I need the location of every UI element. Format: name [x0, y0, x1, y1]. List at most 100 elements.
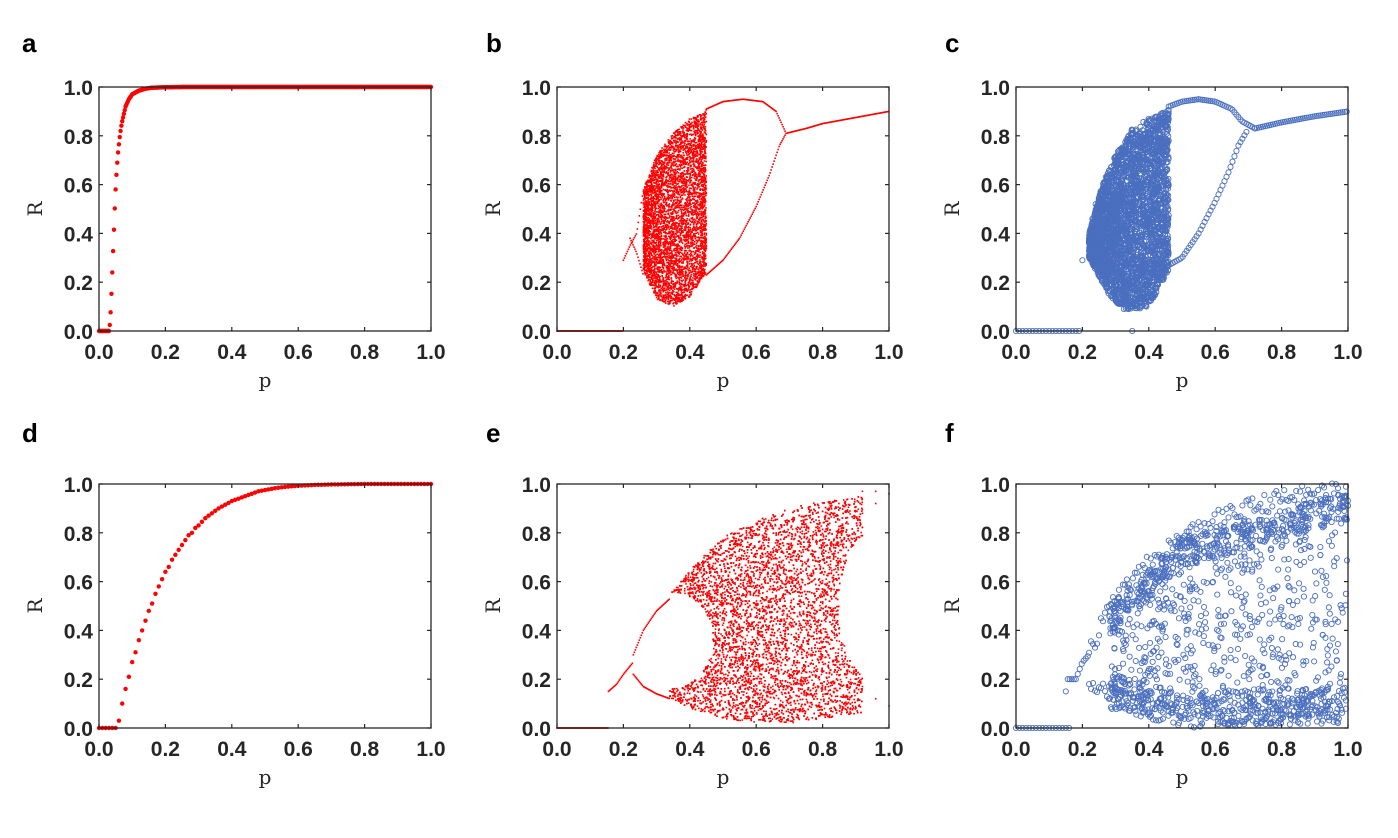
- data-point: [678, 132, 680, 134]
- data-point: [676, 235, 679, 237]
- panel-label-f: f: [945, 418, 954, 448]
- data-point: [654, 203, 657, 206]
- data-point: [652, 224, 655, 227]
- data-point: [704, 121, 706, 124]
- data-point: [696, 280, 699, 282]
- data-point: [671, 162, 673, 164]
- data-point: [676, 201, 678, 203]
- data-point: [693, 195, 695, 198]
- data-point: [650, 172, 653, 175]
- data-point: [688, 253, 690, 256]
- data-point: [646, 276, 649, 279]
- data-point: [676, 269, 678, 272]
- data-point: [681, 208, 684, 211]
- data-point: [684, 240, 687, 243]
- data-point: [665, 241, 667, 244]
- data-point: [659, 284, 662, 287]
- data-point: [666, 145, 669, 148]
- data-point: [677, 214, 680, 217]
- data-point: [690, 237, 692, 239]
- data-point: [677, 273, 680, 276]
- x-tick-label: 0.8: [350, 341, 380, 364]
- data-point: [659, 249, 662, 251]
- data-point: [669, 238, 672, 241]
- data-point: [668, 206, 671, 208]
- data-point: [643, 232, 646, 234]
- data-point: [695, 219, 697, 221]
- data-point: [689, 174, 692, 177]
- data-point: [647, 199, 649, 201]
- data-point: [665, 248, 667, 250]
- data-point: [693, 150, 696, 153]
- data-point: [670, 194, 673, 197]
- data-point: [657, 256, 660, 259]
- data-point: [675, 188, 678, 191]
- data-point: [698, 222, 701, 224]
- data-point: [690, 150, 693, 153]
- data-point: [700, 272, 703, 274]
- data-point: [655, 247, 658, 249]
- data-point: [703, 123, 706, 126]
- data-point: [678, 137, 681, 139]
- data-point: [659, 155, 661, 157]
- data-point: [656, 166, 659, 169]
- data-point: [670, 195, 672, 198]
- points-b: [556, 98, 890, 332]
- data-point: [688, 172, 690, 175]
- data-point: [660, 215, 662, 217]
- data-point: [696, 253, 699, 255]
- data-point: [661, 259, 664, 262]
- data-point: [659, 223, 662, 225]
- data-point: [663, 195, 666, 198]
- data-point: [665, 297, 668, 299]
- data-point: [673, 141, 675, 143]
- data-point: [698, 249, 701, 251]
- data-point: [699, 231, 702, 234]
- data-point: [699, 262, 701, 265]
- data-point: [664, 245, 667, 247]
- data-point: [704, 137, 707, 140]
- data-point: [664, 159, 666, 162]
- data-point: [703, 261, 706, 264]
- data-point: [661, 285, 664, 288]
- data-point: [675, 184, 677, 187]
- data-point: [699, 155, 702, 158]
- data-point: [700, 185, 703, 187]
- data-point: [676, 227, 679, 230]
- data-point: [655, 178, 658, 181]
- data-point: [643, 251, 645, 254]
- data-point: [695, 179, 698, 182]
- data-point: [698, 254, 700, 257]
- data-point: [679, 249, 682, 251]
- data-point: [704, 151, 706, 153]
- data-point: [688, 271, 691, 274]
- data-point: [644, 208, 646, 211]
- data-point: [704, 186, 707, 189]
- data-point: [697, 255, 700, 257]
- data-point: [661, 251, 663, 254]
- data-point: [692, 185, 694, 188]
- data-point: [691, 242, 694, 244]
- data-point: [665, 145, 667, 148]
- data-point: [677, 204, 679, 206]
- data-point: [682, 124, 685, 127]
- data-point: [662, 294, 664, 296]
- data-point: [649, 245, 651, 248]
- data-point: [670, 295, 673, 298]
- data-point: [699, 217, 702, 219]
- data-point: [683, 154, 685, 157]
- data-point: [670, 299, 673, 302]
- data-point: [644, 219, 647, 222]
- data-point: [678, 180, 681, 183]
- data-point: [643, 234, 646, 236]
- data-point: [704, 128, 707, 130]
- data-point: [672, 260, 675, 262]
- x-tick-label: 0.0: [84, 341, 113, 364]
- data-point: [696, 121, 699, 123]
- data-point: [666, 150, 668, 152]
- data-point: [675, 298, 677, 301]
- data-point: [686, 245, 688, 248]
- data-point: [681, 212, 683, 215]
- data-point: [686, 294, 689, 296]
- data-point: [685, 279, 688, 281]
